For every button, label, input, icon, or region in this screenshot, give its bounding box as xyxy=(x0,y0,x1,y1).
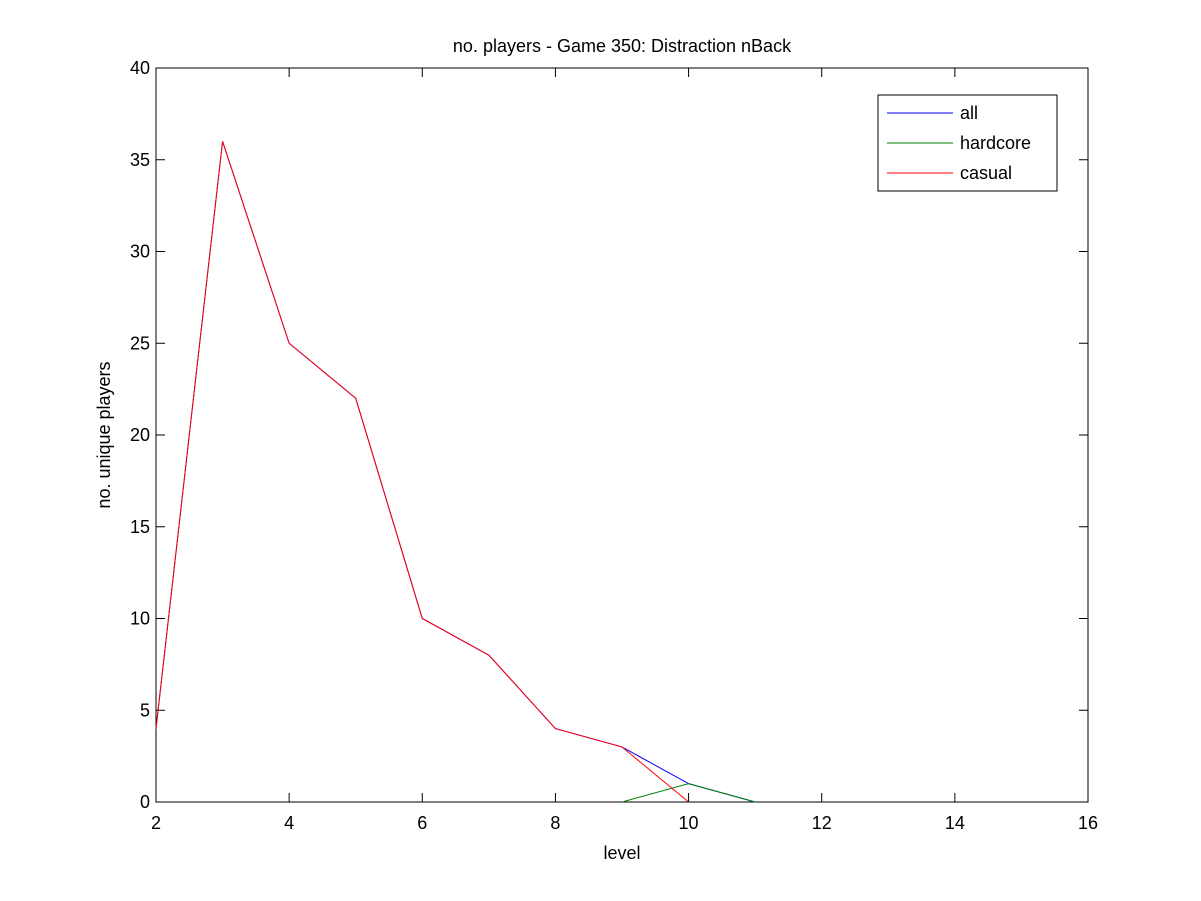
y-tick-label: 10 xyxy=(130,609,150,629)
y-tick-label: 25 xyxy=(130,333,150,353)
x-tick-label: 2 xyxy=(151,813,161,833)
y-tick-label: 40 xyxy=(130,58,150,78)
legend-label-casual: casual xyxy=(960,163,1012,183)
x-tick-label: 8 xyxy=(550,813,560,833)
y-tick-label: 0 xyxy=(140,792,150,812)
y-axis-ticks: 0 5 10 15 20 25 30 35 40 xyxy=(130,58,1088,812)
legend: all hardcore casual xyxy=(877,94,1058,192)
x-axis-label: level xyxy=(603,843,640,863)
y-tick-label: 20 xyxy=(130,425,150,445)
legend-label-hardcore: hardcore xyxy=(960,133,1031,153)
x-tick-label: 6 xyxy=(417,813,427,833)
y-tick-label: 15 xyxy=(130,517,150,537)
series-line-hardcore xyxy=(621,783,756,803)
chart-title: no. players - Game 350: Distraction nBac… xyxy=(453,36,792,56)
legend-label-all: all xyxy=(960,103,978,123)
x-tick-label: 12 xyxy=(812,813,832,833)
series-line-casual xyxy=(155,141,689,803)
x-tick-label: 16 xyxy=(1078,813,1098,833)
x-tick-label: 14 xyxy=(945,813,965,833)
x-tick-label: 10 xyxy=(679,813,699,833)
y-axis-label: no. unique players xyxy=(94,361,114,508)
y-tick-label: 5 xyxy=(140,700,150,720)
y-tick-label: 35 xyxy=(130,150,150,170)
legend-items: all hardcore casual xyxy=(887,103,1031,183)
series-lines xyxy=(155,141,756,803)
x-axis-ticks: 2 4 6 8 10 12 14 16 xyxy=(151,68,1098,833)
x-tick-label: 4 xyxy=(284,813,294,833)
y-tick-label: 30 xyxy=(130,242,150,262)
